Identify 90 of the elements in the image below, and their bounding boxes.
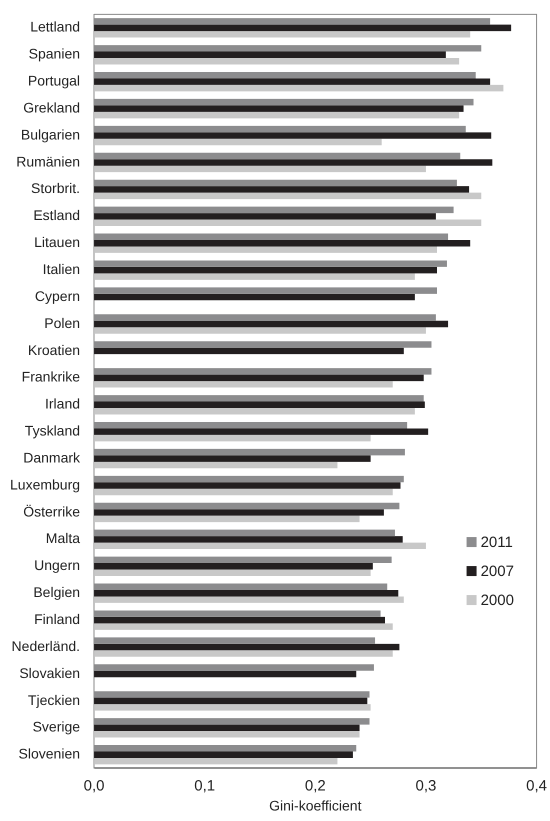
bar: [94, 186, 470, 193]
bar: [94, 166, 426, 172]
bar: [94, 752, 353, 758]
bar: [94, 570, 371, 576]
y-tick-label: Belgien: [33, 584, 80, 600]
bar: [94, 408, 415, 414]
x-tick-label: 0,0: [84, 777, 104, 794]
bar: [94, 273, 415, 280]
bar: [94, 516, 360, 522]
bar: [94, 542, 426, 550]
bar: [94, 192, 482, 200]
y-tick-label: Sverige: [32, 718, 80, 735]
y-tick-label: Tyskland: [24, 422, 80, 439]
x-tick-label: 0,2: [304, 777, 326, 794]
bar: [94, 84, 504, 92]
bar: [94, 112, 460, 118]
x-tick-label: 0,1: [194, 777, 216, 794]
bar: [94, 31, 470, 38]
bar: [94, 52, 446, 58]
bar: [94, 132, 492, 139]
bar: [94, 596, 404, 603]
y-tick-label: Estland: [33, 207, 80, 224]
y-tick-label: Italien: [42, 261, 80, 278]
x-axis-title: Gini-koefficient: [269, 797, 362, 814]
bar: [94, 455, 371, 462]
bar: [94, 731, 360, 738]
y-tick-label: Kroatien: [28, 342, 80, 358]
bar: [94, 670, 356, 678]
bar: [94, 650, 393, 657]
bar: [94, 348, 404, 354]
y-tick-label: Cypern: [34, 288, 80, 304]
bar: [94, 482, 400, 489]
bar: [94, 724, 360, 732]
x-tick-label: 0,4: [526, 777, 548, 794]
y-tick-label: Lettland: [30, 18, 80, 35]
bar: [94, 240, 470, 246]
y-tick-label: Frankrike: [22, 368, 80, 385]
bar: [94, 320, 448, 328]
y-tick-label: Storbrit.: [31, 180, 80, 196]
y-tick-label: Malta: [46, 530, 80, 546]
y-tick-label: Finland: [34, 610, 80, 627]
y-tick-label: Slovenien: [18, 746, 80, 762]
y-tick-label: Tjeckien: [28, 692, 80, 708]
bar: [94, 78, 490, 85]
bar: [94, 138, 382, 146]
bar: [94, 381, 393, 388]
y-tick-label: Slovakien: [19, 664, 80, 681]
bar: [94, 509, 384, 516]
bar: [94, 294, 415, 300]
y-tick-label: Litauen: [34, 234, 80, 250]
bar: [94, 758, 338, 764]
y-tick-label: Irland: [45, 396, 80, 412]
bar: [94, 428, 428, 435]
bar: [94, 698, 368, 704]
bar: [94, 590, 398, 596]
y-tick-label: Ungern: [34, 557, 80, 574]
bar: [94, 563, 373, 570]
y-tick-label: Nederländ.: [12, 638, 80, 654]
y-tick-label: Bulgarien: [20, 126, 80, 142]
bar: [94, 58, 460, 64]
y-tick-label: Grekland: [23, 99, 80, 116]
bar: [94, 220, 482, 226]
bar: [94, 105, 464, 112]
bar: [94, 24, 512, 32]
bar: [94, 462, 338, 468]
x-tick-label: 0,3: [416, 777, 436, 794]
bar: [94, 213, 436, 220]
bar: [94, 327, 426, 334]
y-tick-label: Polen: [44, 314, 80, 331]
bar: [94, 616, 386, 624]
y-tick-label: Danmark: [23, 449, 82, 466]
legend-label: 2000: [480, 592, 514, 610]
bar: [94, 434, 371, 442]
bar: [94, 402, 425, 408]
y-tick-label: Portugal: [28, 72, 80, 89]
bar: [94, 704, 371, 711]
y-tick-label: Rumänien: [16, 153, 80, 170]
legend-label: 2011: [480, 534, 513, 552]
bar: [94, 246, 438, 253]
bar: [94, 374, 424, 382]
bar: [94, 644, 400, 650]
bar: [94, 488, 393, 496]
y-tick-label: Österrike: [23, 503, 80, 520]
y-tick-label: Spanien: [28, 46, 80, 62]
y-tick-label: Luxemburg: [10, 476, 80, 492]
bar: [94, 159, 492, 166]
bar: [94, 536, 403, 543]
bar: [94, 266, 438, 274]
legend-label: 2007: [480, 563, 514, 580]
bar: [94, 623, 393, 630]
